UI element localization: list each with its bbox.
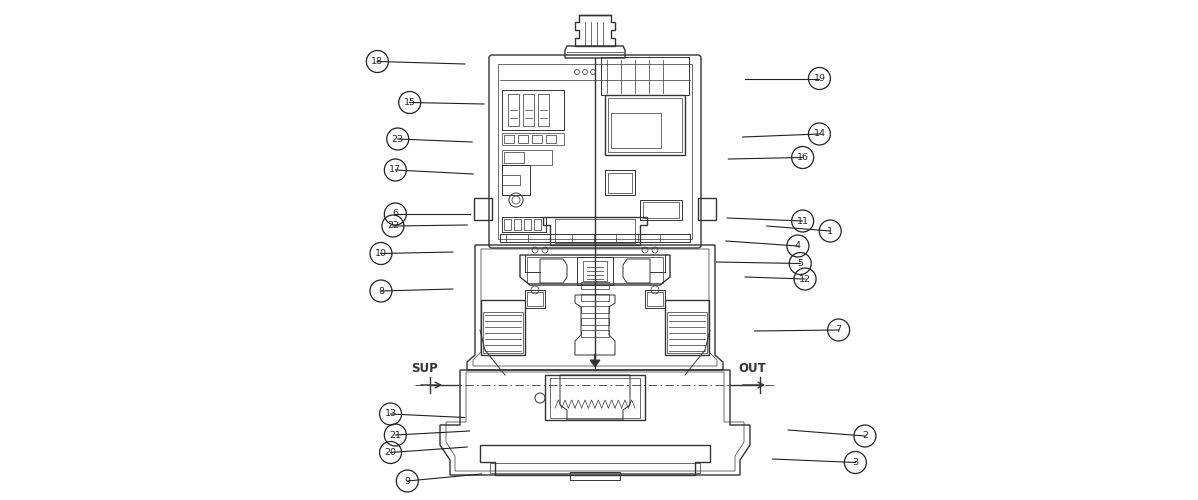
Bar (546, 135, 556, 143)
Bar (570, 472, 621, 480)
Text: 22: 22 (387, 222, 399, 230)
Bar (525, 290, 545, 308)
Text: 16: 16 (797, 153, 809, 162)
Bar (532, 135, 541, 143)
Bar (605, 95, 685, 155)
Bar (611, 113, 661, 148)
Bar (502, 175, 520, 185)
Text: SUP: SUP (412, 362, 438, 375)
Bar (667, 312, 707, 353)
Bar (581, 318, 609, 325)
Bar (502, 165, 530, 195)
Text: 5: 5 (797, 259, 804, 268)
Bar (643, 202, 679, 218)
Bar (581, 282, 609, 289)
Text: 2: 2 (861, 432, 869, 440)
Bar (577, 257, 613, 285)
Text: 11: 11 (797, 216, 809, 226)
Bar (601, 57, 689, 95)
Bar (555, 219, 635, 243)
Bar (524, 94, 534, 126)
Bar (605, 170, 635, 195)
Text: 14: 14 (813, 130, 825, 138)
Bar (550, 378, 640, 418)
Bar (514, 219, 521, 230)
Bar (534, 219, 541, 230)
Text: 15: 15 (404, 98, 416, 107)
Bar (538, 94, 549, 126)
Text: 17: 17 (389, 166, 401, 174)
Bar (502, 217, 546, 232)
Bar (527, 257, 662, 283)
Bar (502, 150, 552, 165)
Bar (490, 463, 700, 473)
Text: 9: 9 (404, 476, 411, 486)
Bar (504, 135, 514, 143)
Text: 19: 19 (813, 74, 825, 83)
Bar (640, 200, 682, 220)
Text: 6: 6 (392, 210, 399, 218)
Bar (581, 330, 609, 337)
Bar (609, 173, 633, 193)
Bar (504, 219, 512, 230)
Bar (498, 64, 692, 239)
Bar (581, 294, 609, 301)
Bar (508, 94, 519, 126)
Text: 13: 13 (385, 410, 397, 418)
Text: OUT: OUT (738, 362, 766, 375)
Bar (583, 261, 607, 281)
Bar (500, 234, 690, 242)
Text: 18: 18 (371, 57, 383, 66)
Bar (502, 133, 564, 145)
Bar (524, 219, 531, 230)
Bar (518, 135, 528, 143)
Text: 12: 12 (799, 274, 811, 283)
Text: 8: 8 (377, 286, 385, 296)
Bar (474, 198, 492, 220)
Bar (502, 90, 564, 130)
Bar (609, 98, 682, 152)
Bar (504, 152, 524, 163)
Bar (645, 290, 665, 308)
Text: 20: 20 (385, 448, 397, 457)
Text: 4: 4 (794, 242, 801, 250)
Polygon shape (589, 360, 600, 367)
Text: 3: 3 (852, 458, 859, 467)
Bar (698, 198, 716, 220)
Bar (527, 292, 543, 306)
Bar (581, 306, 609, 313)
Text: 23: 23 (392, 134, 404, 143)
Text: 7: 7 (835, 326, 842, 334)
Bar (545, 375, 645, 420)
Text: 10: 10 (375, 249, 387, 258)
Text: 1: 1 (827, 226, 834, 235)
Bar (483, 312, 524, 353)
Text: 21: 21 (389, 430, 401, 440)
Bar (647, 292, 662, 306)
